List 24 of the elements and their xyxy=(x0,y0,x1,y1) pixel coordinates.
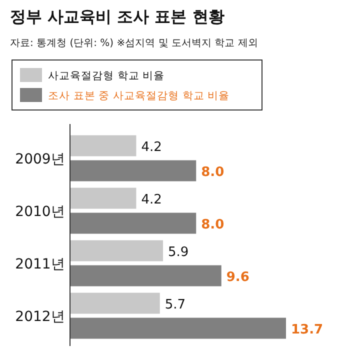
y-tick-label: 2011년 xyxy=(15,256,65,272)
data-label: 5.7 xyxy=(164,297,186,312)
bar xyxy=(70,240,164,262)
data-label: 5.9 xyxy=(168,244,189,260)
bar xyxy=(70,160,196,182)
bar xyxy=(70,212,196,234)
data-label: 4.2 xyxy=(141,192,162,208)
data-label: 8.0 xyxy=(201,164,224,180)
y-tick-label: 2009년 xyxy=(15,151,65,168)
bar xyxy=(70,292,160,314)
chart-subtitle: 자료: 통계청 (단위: %) ※섬지역 및 도서벽지 학교 제외 xyxy=(10,38,258,49)
bar xyxy=(70,188,136,209)
bar xyxy=(70,265,222,286)
y-tick-label: 2012년 xyxy=(15,308,65,325)
chart-title: 정부 사교육비 조사 표본 현황 xyxy=(10,7,224,26)
data-label: 8.0 xyxy=(201,217,224,232)
y-tick-label: 2010년 xyxy=(15,204,65,220)
bar xyxy=(70,318,286,339)
bar xyxy=(70,135,136,156)
legend-label: 사교육절감형 학교 비율 xyxy=(48,70,165,82)
data-label: 4.2 xyxy=(141,140,162,155)
data-label: 13.7 xyxy=(291,322,324,338)
data-label: 9.6 xyxy=(226,270,250,285)
legend-label: 조사 표본 중 사교육절감형 학교 비율 xyxy=(48,90,230,102)
